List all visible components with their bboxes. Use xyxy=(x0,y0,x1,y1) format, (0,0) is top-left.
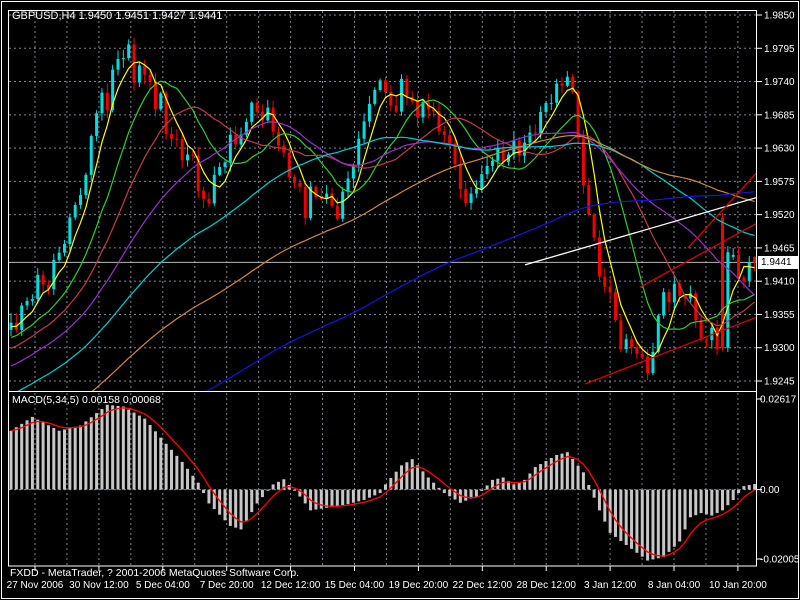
macd-axis-label: 0.02617 xyxy=(760,395,797,406)
copyright-text: FXDD - MetaTrader, ? 2001-2006 MetaQuote… xyxy=(10,567,300,579)
price-axis-label: 1.9520 xyxy=(764,210,795,221)
macd-panel-border xyxy=(8,391,757,567)
price-axis[interactable]: 1.9850 1.9795 1.9740 1.9685 1.9630 1.9575 1.95… xyxy=(757,11,795,388)
trendlines-layer[interactable] xyxy=(524,173,756,385)
time-axis-label: 22 Dec 12:00 xyxy=(453,580,513,591)
time-axis-label: 7 Dec 20:00 xyxy=(200,580,254,591)
price-axis-label: 1.9795 xyxy=(764,44,795,55)
time-axis-label: 8 Jan 04:00 xyxy=(648,580,701,591)
chart-title: GBPUSD,H4 1.9450 1.9451 1.9427 1.9441 xyxy=(12,10,223,22)
macd-axis-label: -0.02005 xyxy=(760,555,800,566)
time-axis-label: 10 Jan 20:00 xyxy=(709,580,767,591)
price-axis-label: 1.9630 xyxy=(764,144,795,155)
price-axis-label: 1.9575 xyxy=(764,177,795,188)
price-axis-label: 1.9355 xyxy=(764,310,795,321)
time-axis-label: 19 Dec 20:00 xyxy=(389,580,449,591)
price-axis-label: 1.9300 xyxy=(764,343,795,354)
price-axis-label: 1.9465 xyxy=(764,243,795,254)
macd-axis-label: 0.00 xyxy=(760,485,780,496)
moving-averages-layer xyxy=(10,61,756,391)
price-axis-label: 1.9685 xyxy=(764,110,795,121)
current-price-badge: 1.9441 xyxy=(758,256,799,269)
price-axis-label: 1.9740 xyxy=(764,77,795,88)
macd-indicator-label: MACD(5,34,5) 0.00158 0.00068 xyxy=(12,394,161,406)
time-axis-label: 28 Dec 12:00 xyxy=(516,580,576,591)
price-axis-label: 1.9850 xyxy=(764,11,795,22)
time-axis-label: 30 Nov 12:00 xyxy=(69,580,129,591)
price-axis-label: 1.9245 xyxy=(764,377,795,388)
price-axis-label: 1.9410 xyxy=(764,277,795,288)
time-axis[interactable]: 27 Nov 2006 30 Nov 12:00 5 Dec 04:00 7 Dec … xyxy=(7,566,768,592)
time-axis-label: 15 Dec 04:00 xyxy=(325,580,385,591)
time-axis-label: 12 Dec 12:00 xyxy=(261,580,321,591)
macd-histogram xyxy=(9,404,756,561)
macd-signal-line xyxy=(10,407,755,557)
time-axis-label: 5 Dec 04:00 xyxy=(136,580,190,591)
time-axis-label: 27 Nov 2006 xyxy=(7,580,64,591)
macd-axis[interactable]: 0.02617 0.00 -0.02005 xyxy=(757,395,800,566)
time-axis-label: 3 Jan 12:00 xyxy=(584,580,637,591)
